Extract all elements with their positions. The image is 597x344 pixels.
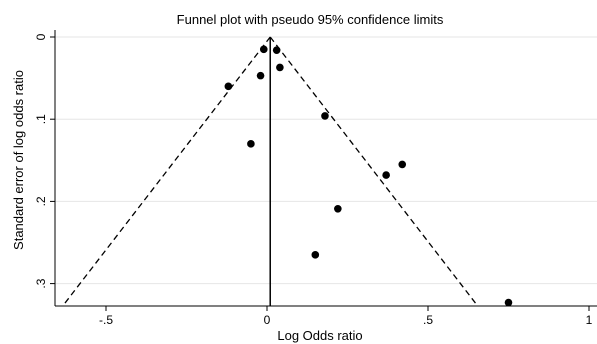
grid-lines: [55, 36, 597, 285]
y-tick-label-3: .3: [34, 278, 48, 288]
data-points: [224, 45, 513, 307]
data-point-1: [272, 46, 281, 54]
chart-title: Funnel plot with pseudo 95% confidence l…: [177, 12, 444, 27]
x-tick-label-3: 1: [586, 313, 593, 327]
data-point-8: [382, 171, 390, 179]
data-point-0: [259, 45, 268, 54]
x-tick-label-0: -.5: [99, 313, 113, 327]
axes: [54, 30, 597, 307]
y-tick-label-1: .1: [34, 114, 48, 124]
confidence-limits: [63, 36, 477, 306]
data-point-4: [224, 82, 233, 91]
upper-confidence-limit: [269, 36, 477, 305]
x-tick-label-1: 0: [264, 313, 271, 327]
y-tick-label-0: 0: [34, 33, 48, 40]
y-tick-label-2: .2: [34, 196, 48, 206]
ticks: 0 .1 .2 .3 -.5 0 .5 1: [34, 33, 593, 327]
lower-confidence-limit: [63, 36, 271, 305]
x-axis-label: Log Odds ratio: [277, 328, 362, 343]
x-tick-label-2: .5: [423, 313, 433, 327]
data-point-2: [276, 63, 284, 72]
data-point-3: [256, 71, 265, 80]
data-point-9: [334, 204, 342, 213]
data-point-11: [504, 298, 513, 307]
data-point-7: [398, 160, 407, 169]
data-point-10: [311, 251, 320, 259]
data-point-5: [321, 112, 329, 120]
data-point-6: [247, 140, 255, 148]
y-axis-label: Standard error of log odds ratio: [11, 70, 26, 250]
